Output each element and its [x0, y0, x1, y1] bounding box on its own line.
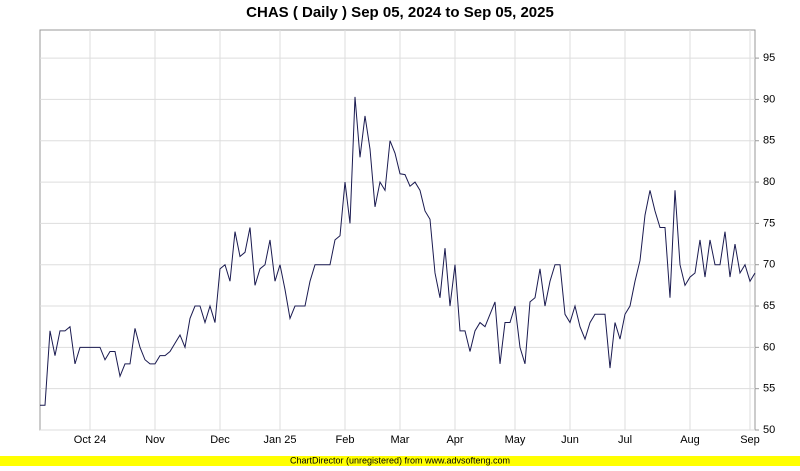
footer-bar: [0, 456, 800, 466]
y-tick-label: 90: [763, 93, 775, 105]
x-tick-label: Aug: [680, 434, 700, 446]
y-tick-label: 60: [763, 341, 775, 353]
x-tick-label: Nov: [145, 434, 165, 446]
x-tick-label: Jul: [618, 434, 632, 446]
x-tick-label: Mar: [391, 434, 410, 446]
y-tick-label: 70: [763, 259, 775, 271]
y-tick-label: 80: [763, 176, 775, 188]
y-tick-label: 55: [763, 383, 775, 395]
x-tick-label: Jun: [561, 434, 579, 446]
price-line: [40, 96, 756, 406]
x-tick-label: Dec: [210, 434, 230, 446]
x-tick-label: Apr: [446, 434, 463, 446]
y-tick-label: 65: [763, 300, 775, 312]
y-tick-label: 75: [763, 217, 775, 229]
chart-title: CHAS ( Daily ) Sep 05, 2024 to Sep 05, 2…: [246, 4, 554, 21]
plot-area: [39, 29, 756, 431]
x-tick-label: May: [505, 434, 526, 446]
x-tick-label: Oct 24: [74, 434, 106, 446]
x-tick-label: Jan 25: [263, 434, 296, 446]
footer: ChartDirector (unregistered) from www.ad…: [290, 455, 510, 465]
x-tick-label: Feb: [336, 434, 355, 446]
y-tick-label: 50: [763, 424, 775, 436]
y-tick-label: 95: [763, 52, 775, 64]
x-tick-label: Sep: [740, 434, 760, 446]
y-tick-label: 85: [763, 135, 775, 147]
